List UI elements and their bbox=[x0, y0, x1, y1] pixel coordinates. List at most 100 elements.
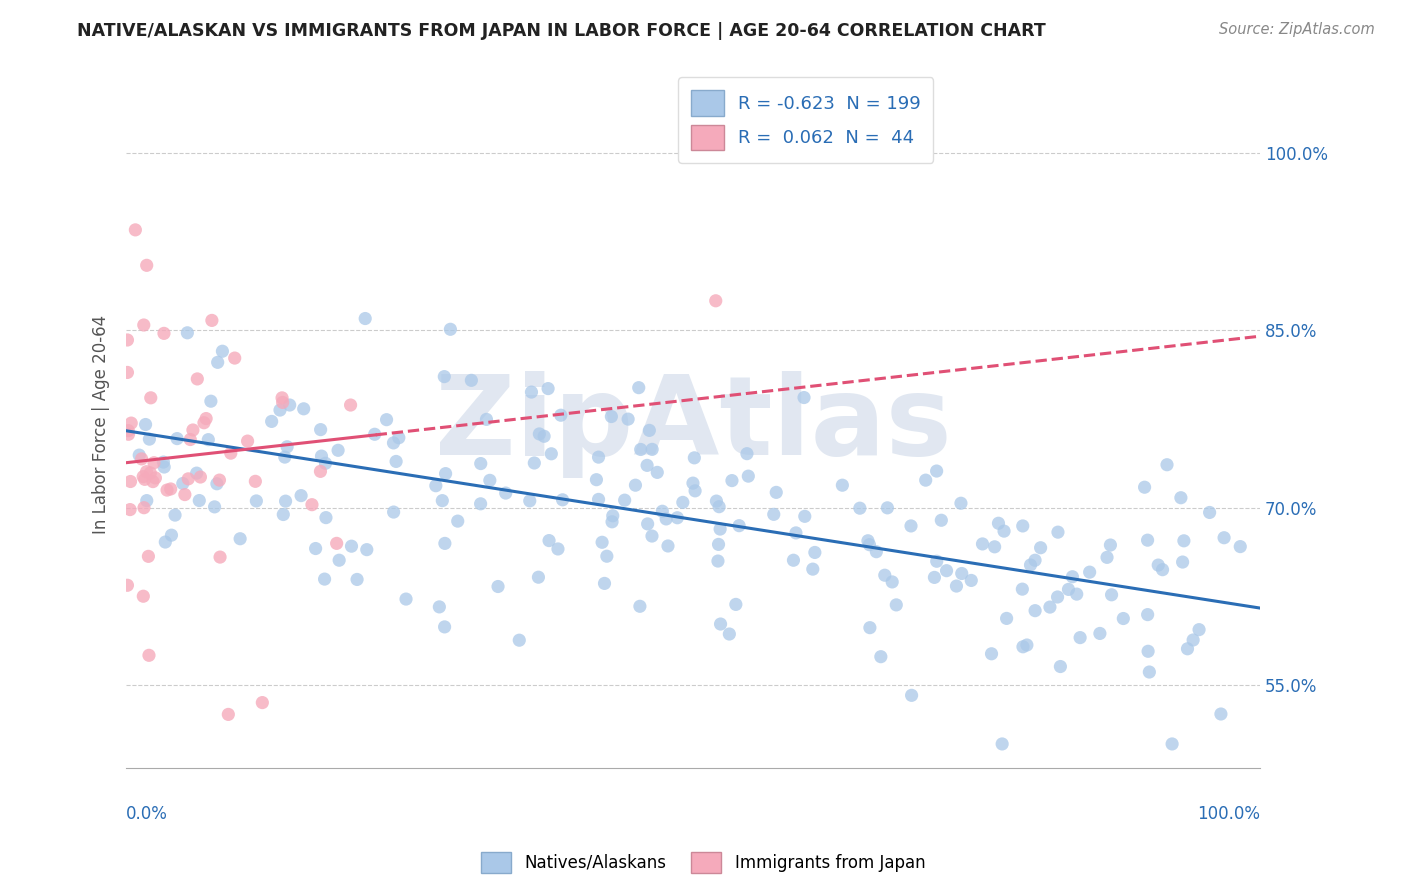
Point bbox=[176, 326, 198, 340]
Point bbox=[1156, 458, 1178, 472]
Point bbox=[439, 322, 461, 336]
Point bbox=[173, 487, 195, 501]
Point bbox=[638, 423, 661, 437]
Point bbox=[706, 494, 728, 508]
Point bbox=[987, 516, 1010, 531]
Point bbox=[645, 466, 668, 480]
Point bbox=[1046, 525, 1069, 540]
Point bbox=[585, 473, 607, 487]
Point bbox=[1078, 565, 1101, 579]
Point bbox=[993, 524, 1015, 538]
Point bbox=[117, 333, 139, 347]
Point bbox=[1019, 558, 1042, 572]
Point bbox=[527, 570, 550, 584]
Point bbox=[596, 549, 619, 564]
Point bbox=[636, 458, 658, 473]
Point bbox=[143, 456, 166, 470]
Point bbox=[782, 553, 804, 567]
Point bbox=[486, 580, 509, 594]
Point bbox=[1133, 480, 1156, 494]
Point bbox=[1198, 506, 1220, 520]
Point bbox=[858, 538, 880, 552]
Point bbox=[707, 537, 730, 551]
Point bbox=[547, 541, 569, 556]
Point bbox=[132, 500, 155, 515]
Point bbox=[1136, 607, 1159, 622]
Point bbox=[785, 525, 807, 540]
Point bbox=[292, 401, 315, 416]
Point bbox=[588, 492, 610, 507]
Point bbox=[252, 696, 274, 710]
Point bbox=[274, 450, 297, 464]
Point bbox=[950, 566, 973, 581]
Point bbox=[309, 423, 332, 437]
Point bbox=[290, 489, 312, 503]
Point bbox=[142, 475, 165, 489]
Point bbox=[177, 472, 200, 486]
Point bbox=[128, 448, 150, 462]
Point bbox=[831, 478, 853, 492]
Point bbox=[134, 472, 156, 486]
Point bbox=[683, 450, 706, 465]
Point bbox=[588, 450, 610, 464]
Point bbox=[655, 512, 678, 526]
Point bbox=[193, 416, 215, 430]
Point bbox=[156, 483, 179, 497]
Point bbox=[382, 505, 405, 519]
Point bbox=[236, 434, 259, 449]
Point bbox=[195, 411, 218, 425]
Point bbox=[209, 550, 232, 565]
Point bbox=[972, 537, 994, 551]
Point bbox=[508, 633, 530, 648]
Point bbox=[117, 424, 139, 438]
Point bbox=[201, 313, 224, 327]
Point bbox=[120, 416, 142, 430]
Point bbox=[152, 455, 174, 469]
Point bbox=[470, 497, 492, 511]
Point bbox=[315, 456, 337, 470]
Point bbox=[617, 412, 640, 426]
Point bbox=[709, 617, 731, 632]
Point bbox=[1161, 737, 1184, 751]
Point bbox=[190, 470, 212, 484]
Point bbox=[960, 574, 983, 588]
Point bbox=[117, 427, 139, 442]
Text: Source: ZipAtlas.com: Source: ZipAtlas.com bbox=[1219, 22, 1375, 37]
Point bbox=[651, 504, 673, 518]
Point bbox=[304, 541, 326, 556]
Point bbox=[153, 326, 176, 341]
Point bbox=[995, 611, 1018, 625]
Point bbox=[728, 518, 751, 533]
Point bbox=[382, 436, 405, 450]
Point bbox=[427, 599, 450, 614]
Point bbox=[519, 493, 541, 508]
Point bbox=[204, 500, 226, 514]
Point bbox=[1112, 611, 1135, 625]
Point bbox=[593, 576, 616, 591]
Point bbox=[537, 382, 560, 396]
Point bbox=[1057, 582, 1080, 597]
Point bbox=[550, 408, 572, 422]
Point bbox=[447, 514, 470, 528]
Point bbox=[314, 572, 336, 586]
Point bbox=[186, 372, 208, 386]
Point bbox=[924, 570, 946, 584]
Point bbox=[205, 476, 228, 491]
Point bbox=[735, 447, 758, 461]
Point bbox=[529, 426, 551, 441]
Point bbox=[945, 579, 967, 593]
Point bbox=[856, 533, 879, 548]
Point bbox=[683, 483, 706, 498]
Point bbox=[672, 495, 695, 509]
Point bbox=[138, 648, 160, 663]
Point bbox=[628, 599, 651, 614]
Point bbox=[346, 573, 368, 587]
Point bbox=[271, 391, 294, 405]
Point bbox=[1209, 706, 1232, 721]
Point bbox=[385, 454, 408, 468]
Point bbox=[375, 412, 398, 426]
Point bbox=[882, 574, 904, 589]
Point bbox=[983, 540, 1005, 554]
Point bbox=[991, 737, 1014, 751]
Point bbox=[395, 592, 418, 607]
